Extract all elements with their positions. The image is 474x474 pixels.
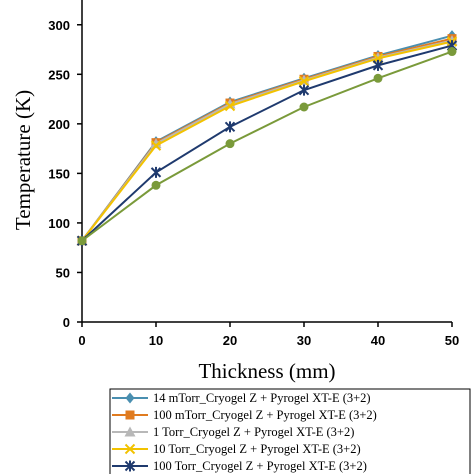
legend-marker [124,443,136,455]
data-point [224,100,236,112]
x-axis-title: Thickness (mm) [198,359,335,383]
data-point [150,138,162,149]
data-point [150,140,162,151]
legend-entry: 100 Torr_Cryogel Z + Pyrogel XT-E (3+2) [112,459,367,473]
y-axis-title: Temperature (K) [11,90,35,230]
data-point [225,139,235,149]
legend-label: 14 mTorr_Cryogel Z + Pyrogel XT-E (3+2) [153,391,371,405]
x-tick-label: 10 [149,333,163,348]
legend-label: 10 Torr_Cryogel Z + Pyrogel XT-E (3+2) [153,442,361,456]
legend-box [109,388,471,474]
series-line [81,40,453,242]
y-tick-label: 150 [48,166,70,181]
y-tick-label: 50 [56,265,70,280]
y-tick-label: 100 [48,216,70,231]
x-tick-label: 0 [78,333,85,348]
y-tick-label: 300 [48,18,70,33]
legend-label: 100 mTorr_Cryogel Z + Pyrogel XT-E (3+2) [153,408,377,422]
series-1 [77,34,457,246]
series-line [81,34,453,242]
legend-entry: 1 Torr_Cryogel Z + Pyrogel XT-E (3+2) [112,425,354,439]
series-5 [77,47,457,246]
legend-entry: 10 Torr_Cryogel Z + Pyrogel XT-E (3+2) [112,442,361,456]
x-tick-label: 30 [297,333,311,348]
data-point [77,236,87,246]
data-point [224,121,236,133]
x-tick-label: 20 [223,333,237,348]
y-tick-label: 200 [48,117,70,132]
x-tick-label: 40 [371,333,385,348]
legend-marker [124,460,136,472]
y-tick-label: 0 [63,315,70,330]
legend: 14 mTorr_Cryogel Z + Pyrogel XT-E (3+2) 1… [109,388,471,474]
series-line [81,37,453,242]
data-point [150,166,162,178]
x-tick-label: 50 [445,333,459,348]
legend-entry: 100 mTorr_Cryogel Z + Pyrogel XT-E (3+2) [112,408,377,422]
series-3 [76,36,458,246]
legend-label: 100 Torr_Cryogel Z + Pyrogel XT-E (3+2) [153,459,367,473]
legend-entry: 14 mTorr_Cryogel Z + Pyrogel XT-E (3+2) [112,391,371,405]
legend-marker [124,426,136,437]
data-point [298,84,310,96]
series-2 [76,35,458,246]
data-point [447,47,457,57]
data-point [373,73,383,83]
legend-marker [125,392,135,404]
series-0 [77,30,457,247]
series-line [81,50,453,242]
legend-marker [125,410,135,420]
y-tick-label: 250 [48,67,70,82]
data-point [298,76,310,87]
data-point [299,102,309,112]
data-point [372,59,384,71]
plot-area: 0 50 100 150 200 250 300 0 10 20 30 40 50 [48,0,459,348]
data-point [151,180,161,190]
legend-label: 1 Torr_Cryogel Z + Pyrogel XT-E (3+2) [153,425,354,439]
series-line [81,44,453,242]
